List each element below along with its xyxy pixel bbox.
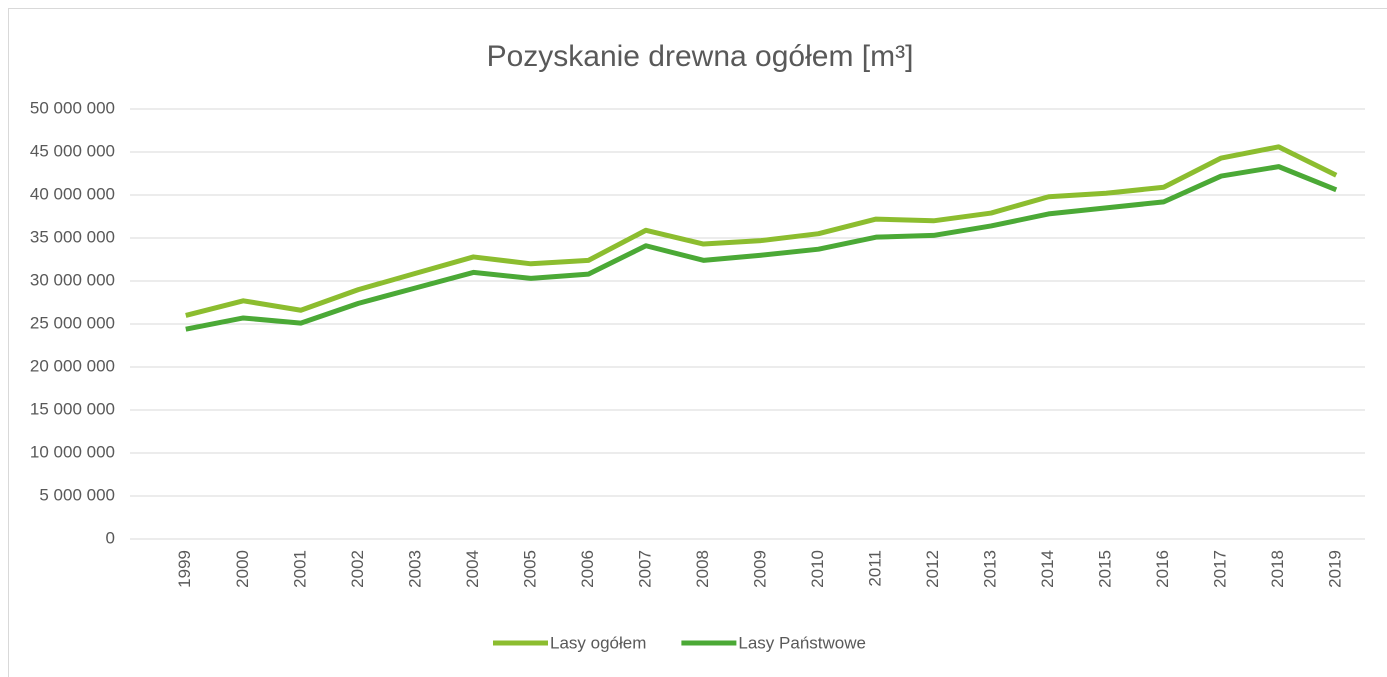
y-tick-label: 50 000 000 (30, 98, 115, 117)
y-tick-label: 0 (106, 528, 115, 547)
x-tick-label: 2016 (1153, 550, 1172, 588)
y-tick-label: 15 000 000 (30, 399, 115, 418)
x-tick-label: 2006 (578, 550, 597, 588)
line-series (185, 164, 1338, 332)
y-tick-label: 10 000 000 (30, 442, 115, 461)
x-tick-label: 2005 (520, 550, 539, 588)
chart-border (8, 8, 1387, 677)
y-tick-label: 40 000 000 (30, 184, 115, 203)
x-tick-label: 2000 (233, 550, 252, 588)
x-tick-label: 2003 (405, 550, 424, 588)
x-tick-label: 2018 (1268, 550, 1287, 588)
x-tick-label: 2001 (290, 550, 309, 588)
x-tick-label: 2010 (808, 550, 827, 588)
x-tick-label: 2015 (1096, 550, 1115, 588)
x-tick-label: 2013 (981, 550, 1000, 588)
x-tick-label: 2014 (1038, 550, 1057, 588)
x-tick-label: 2002 (348, 550, 367, 588)
x-tick-label: 2004 (463, 550, 482, 588)
y-tick-label: 35 000 000 (30, 227, 115, 246)
x-tick-label: 2008 (693, 550, 712, 588)
x-tick-label: 2012 (923, 550, 942, 588)
y-tick-label: 45 000 000 (30, 141, 115, 160)
x-tick-label: 2009 (750, 550, 769, 588)
x-tick-label: 2007 (635, 550, 654, 588)
x-tick-label: 2011 (866, 550, 885, 587)
y-tick-label: 20 000 000 (30, 356, 115, 375)
legend-label: Lasy Państwowe (738, 633, 866, 652)
legend-label: Lasy ogółem (550, 633, 646, 652)
x-tick-label: 2017 (1211, 550, 1230, 588)
line-series (185, 144, 1338, 318)
y-tick-label: 5 000 000 (39, 485, 115, 504)
y-tick-label: 25 000 000 (30, 313, 115, 332)
x-tick-label: 1999 (175, 550, 194, 588)
x-tick-label: 2019 (1326, 550, 1345, 588)
chart-title: Pozyskanie drewna ogółem [m³] (487, 40, 914, 73)
y-tick-label: 30 000 000 (30, 270, 115, 289)
